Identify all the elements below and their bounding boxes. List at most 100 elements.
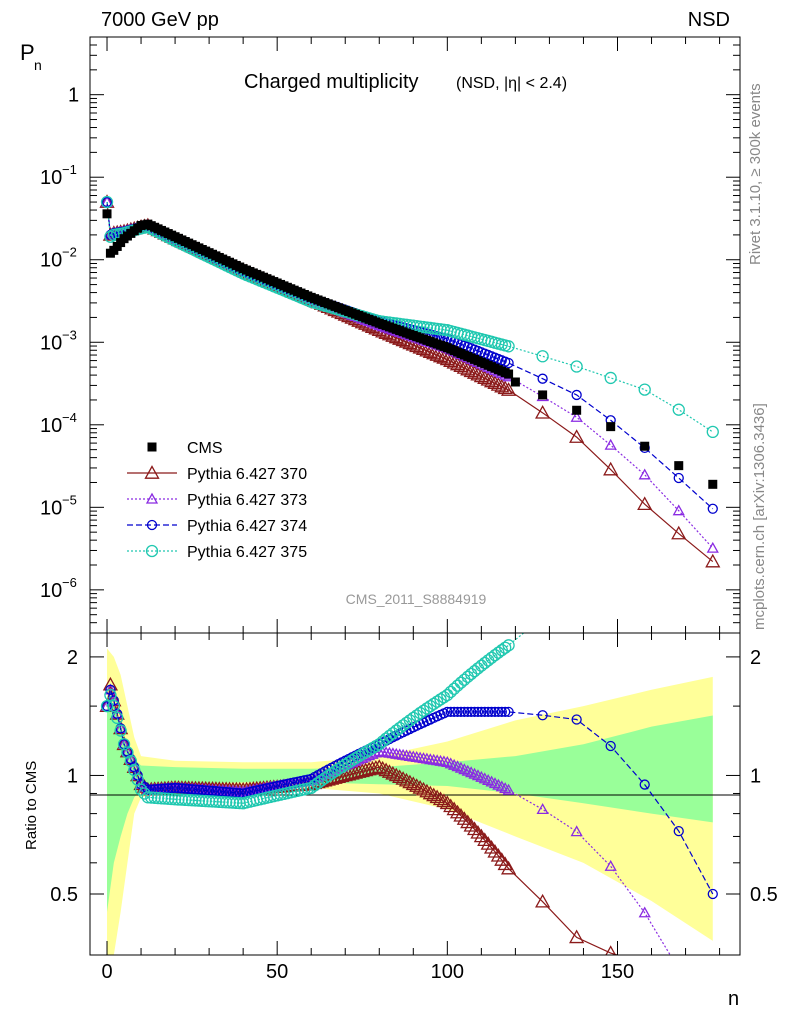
y-tick-label: 10 (40, 167, 62, 189)
ratio-point (328, 765, 342, 778)
ratio-point (223, 796, 236, 809)
ratio-point (169, 782, 181, 794)
ratio-point (117, 738, 131, 751)
ratio-panel: 0.5 0.5 1 1 2 2 0 50 100 150 Ratio to CMS n (23, 464, 778, 1010)
legend-marker (147, 442, 157, 452)
series-point (571, 389, 582, 401)
ratio-point (706, 975, 719, 987)
series-point (432, 348, 449, 363)
ratio-point (448, 758, 461, 770)
ratio-point (371, 759, 387, 773)
ratio-point (230, 796, 243, 809)
ratio-point (570, 825, 583, 837)
ratio-point (186, 784, 198, 795)
ratio-point (472, 706, 484, 718)
series-point (705, 553, 721, 568)
ratio-point (458, 763, 471, 775)
y-tick-label: 10 (40, 332, 62, 354)
ratio-point (219, 796, 233, 809)
ratio-point (388, 767, 404, 782)
y-tick-exponent: −5 (62, 492, 77, 507)
ratio-point (424, 699, 437, 713)
ratio-point (451, 760, 464, 772)
series-point (569, 429, 585, 443)
ratio-point (483, 706, 494, 718)
ratio-point (487, 843, 503, 858)
ratio-point (430, 695, 444, 708)
legend-label: Pythia 6.427 374 (187, 518, 307, 535)
ratio-point (461, 670, 474, 683)
series-point (436, 350, 452, 364)
data-point (708, 479, 718, 489)
legend-entry: Pythia 6.427 374 (127, 518, 307, 535)
ratio-point (412, 780, 428, 794)
ratio-point (454, 761, 468, 773)
ratio-point (674, 964, 684, 973)
ratio-point (415, 781, 432, 796)
y-tick-label: 10 (40, 580, 62, 602)
header-right: NSD (688, 9, 730, 31)
ratio-point (477, 832, 493, 847)
ratio-point (100, 699, 114, 713)
x-tick-label: 100 (431, 961, 464, 983)
ratio-point (476, 706, 487, 718)
ratio-point (439, 795, 455, 810)
ratio-point (483, 839, 500, 854)
ratio-point (493, 706, 504, 718)
ratio-point (569, 929, 585, 944)
ratio-point (158, 792, 172, 805)
series-4-group (100, 195, 719, 439)
ratio-point (202, 795, 216, 808)
ratio-point (707, 464, 718, 475)
ratio-point (460, 814, 476, 829)
ratio-point (707, 888, 718, 900)
ratio-point (197, 784, 208, 796)
ratio-point (213, 795, 226, 808)
series-point (535, 404, 551, 419)
ratio-point (332, 762, 345, 776)
ratio-point (466, 706, 477, 718)
data-point (538, 390, 548, 400)
ratio-point (444, 757, 457, 769)
ratio-series-4-group (100, 464, 718, 810)
ratio-point (378, 762, 394, 777)
ratio-point (479, 706, 490, 718)
ratio-point (179, 793, 192, 807)
ratio-point (175, 793, 189, 806)
series-point (409, 338, 425, 353)
ratio-point (176, 783, 188, 794)
ratio-point (427, 697, 440, 710)
y-tick-exponent: −6 (62, 575, 77, 590)
ratio-point (165, 792, 178, 806)
ratio-y-tick-label-right: 1 (750, 765, 761, 787)
y-tick-exponent: −4 (62, 410, 77, 425)
main-panel: 110−110−210−310−410−510−6 Charged multip… (20, 36, 741, 634)
ratio-point (216, 795, 229, 809)
ratio-point (111, 711, 124, 725)
ratio-point (104, 688, 117, 702)
ratio-point (453, 807, 469, 822)
series-point (439, 351, 455, 366)
y-tick-label: 10 (40, 415, 62, 437)
series-point (503, 357, 514, 369)
ratio-point (138, 787, 151, 800)
ratio-point (500, 706, 511, 718)
ratio-point (148, 791, 161, 804)
ratio-point (162, 792, 175, 805)
ratio-point (395, 771, 411, 785)
series-point (638, 383, 651, 396)
ratio-point (349, 752, 362, 765)
uncertainty-band-green (107, 695, 713, 913)
legend-label: Pythia 6.427 370 (187, 466, 307, 483)
series-point (673, 472, 684, 484)
legend-label: CMS (187, 440, 223, 457)
series-point (429, 347, 445, 361)
ratio-series-layer (99, 464, 719, 987)
ratio-point (339, 758, 352, 771)
analysis-id: CMS_2011_S8884919 (346, 591, 487, 607)
ratio-point (502, 639, 515, 652)
series-point (466, 365, 483, 379)
ratio-point (496, 706, 507, 718)
y-tick-label: 1 (68, 85, 79, 107)
ratio-point (605, 740, 616, 752)
